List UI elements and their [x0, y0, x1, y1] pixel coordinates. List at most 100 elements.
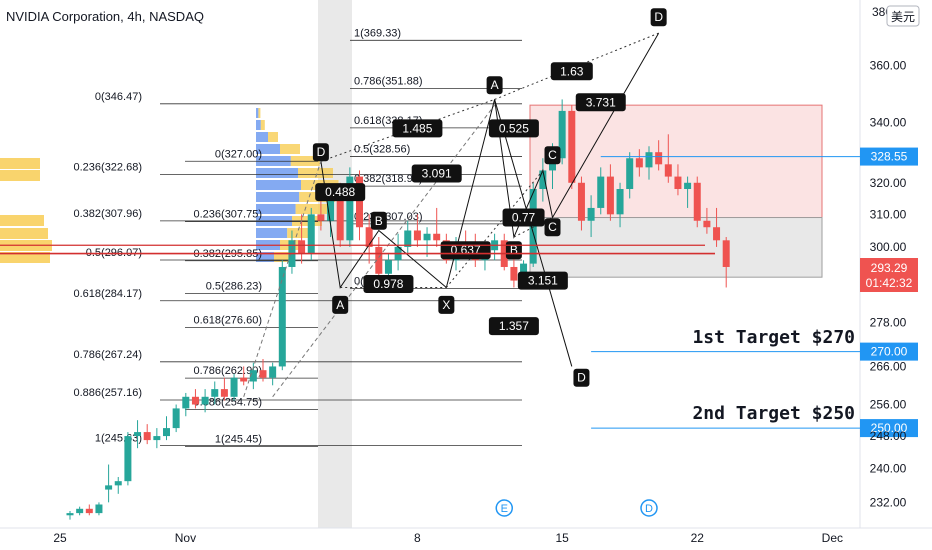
price-tick-label: 256.00: [870, 398, 907, 412]
fib-label: 0.886(254.75): [194, 396, 263, 408]
ratio-label-box: [488, 119, 539, 138]
fib-label: 0.618(276.60): [194, 315, 263, 327]
time-highlight-band: [318, 0, 352, 528]
time-axis-layer: 25Nov81522Dec713ED: [53, 499, 843, 545]
event-marker-label: D: [645, 503, 653, 515]
currency-badge-box[interactable]: [886, 5, 920, 27]
fib-label: 1(245.45): [215, 433, 262, 445]
candle-body: [606, 176, 614, 215]
ratio-label: 1.357: [499, 319, 529, 333]
volume-profile-bar-left: [0, 215, 44, 226]
time-tick-label: Nov: [175, 531, 196, 545]
candle-body: [346, 176, 354, 241]
candle-body: [684, 182, 692, 190]
candle-body: [249, 370, 257, 382]
pattern-point-label: X: [442, 298, 450, 312]
ratio-label: 0.525: [499, 121, 529, 135]
candle-body: [626, 158, 634, 190]
target-1-text: 1st Target $270: [692, 327, 855, 348]
ratio-label-box: [315, 183, 366, 202]
volume-profile-bar-up: [256, 192, 300, 202]
chart-title: NVIDIA Corporation, 4h, NASDAQ: [6, 9, 204, 24]
volume-profile-bar-up: [256, 180, 301, 190]
volume-profile-bar-down: [280, 144, 300, 154]
pattern-ratio-guide: [445, 170, 544, 288]
pattern-point-label: C: [548, 148, 557, 162]
ratio-label-box: [411, 164, 462, 183]
price-tick-label: 278.00: [870, 316, 907, 330]
candle-body: [587, 207, 595, 221]
candle-body: [510, 266, 518, 281]
volume-profile-bar-up: [256, 252, 274, 262]
price-tick-label: 320.00: [870, 176, 907, 190]
price-tick-label: 360.00: [870, 59, 907, 73]
trend-guide: [243, 161, 322, 397]
pattern-point-box: [573, 368, 590, 387]
pattern-point-label: A: [336, 298, 344, 312]
price-tick-label: 232.00: [870, 495, 907, 509]
volume-profile-bar-up: [256, 120, 261, 130]
time-tick-label: Dec: [822, 531, 843, 545]
event-marker[interactable]: [495, 499, 513, 517]
time-tick-label: 22: [691, 531, 705, 545]
fib-label: 0.5(328.56): [354, 144, 410, 156]
currency-badge: 美元: [891, 10, 915, 24]
event-marker-label: E: [501, 503, 508, 515]
horizontal-lines-layer: [0, 156, 860, 429]
volume-profile-bar-down: [287, 228, 314, 238]
candle-body: [124, 436, 132, 482]
volume-profile-bar-up: [256, 228, 288, 238]
pattern-point-box: [544, 218, 561, 237]
candle-body: [674, 176, 682, 190]
candle-body: [713, 227, 721, 241]
ratio-label: 0.978: [373, 277, 403, 291]
ratio-label: 0.77: [512, 211, 536, 225]
candle-body: [317, 214, 325, 221]
volume-profile-bar-down: [298, 168, 333, 178]
volume-profile-bar-down: [295, 204, 329, 214]
candle-body: [259, 370, 267, 378]
fib-label: 0.5(286.23): [206, 281, 262, 293]
candle-body: [558, 110, 566, 159]
ratio-label-box: [575, 93, 626, 112]
fib-label: 1(369.33): [354, 27, 401, 39]
candle-body: [85, 508, 93, 514]
candle-body: [336, 198, 344, 241]
ratio-label: 3.151: [528, 274, 558, 288]
candle-body: [539, 170, 547, 190]
candle-body: [703, 220, 711, 228]
event-marker[interactable]: [640, 499, 658, 517]
fib-label: 0.382(307.96): [74, 208, 143, 220]
candle-body: [201, 396, 209, 405]
volume-profile-bar-down: [260, 120, 265, 130]
price-tick-label: 240.00: [870, 462, 907, 476]
price-tick-label: 310.00: [870, 207, 907, 221]
candle-body: [597, 176, 605, 208]
candle-body: [95, 504, 103, 514]
candle-body: [298, 240, 306, 254]
candle-body: [655, 152, 663, 165]
pattern-point-box: [438, 295, 455, 314]
volume-profile-bar-down: [274, 252, 289, 262]
ratio-label: 0.488: [325, 185, 355, 199]
fib-label: 0.618(284.17): [74, 288, 143, 300]
candle-body: [568, 110, 576, 183]
volume-profile-bar-left: [0, 170, 40, 181]
axis-price-badge: [860, 147, 918, 166]
fib-label: 0.786(262.90): [194, 365, 263, 377]
candle-body: [143, 432, 151, 441]
pattern-point-label: B: [510, 243, 518, 257]
price-badge-price: 293.29: [871, 261, 908, 275]
axis-price-badge-label: 270.00: [871, 345, 908, 359]
candle-body: [105, 485, 113, 490]
candle-body: [423, 233, 431, 241]
ratio-label-box: [517, 271, 568, 290]
pattern-ratio-guide: [320, 98, 495, 162]
candle-body: [365, 227, 373, 247]
pattern-point-box: [486, 76, 503, 95]
ratio-label: 1.485: [402, 121, 432, 135]
price-axis-layer: 328.55 270.00 250.00 232.00 240.00 248.00 256.…: [860, 5, 918, 509]
pattern-point-label: A: [491, 78, 499, 92]
candle-body: [153, 436, 161, 441]
